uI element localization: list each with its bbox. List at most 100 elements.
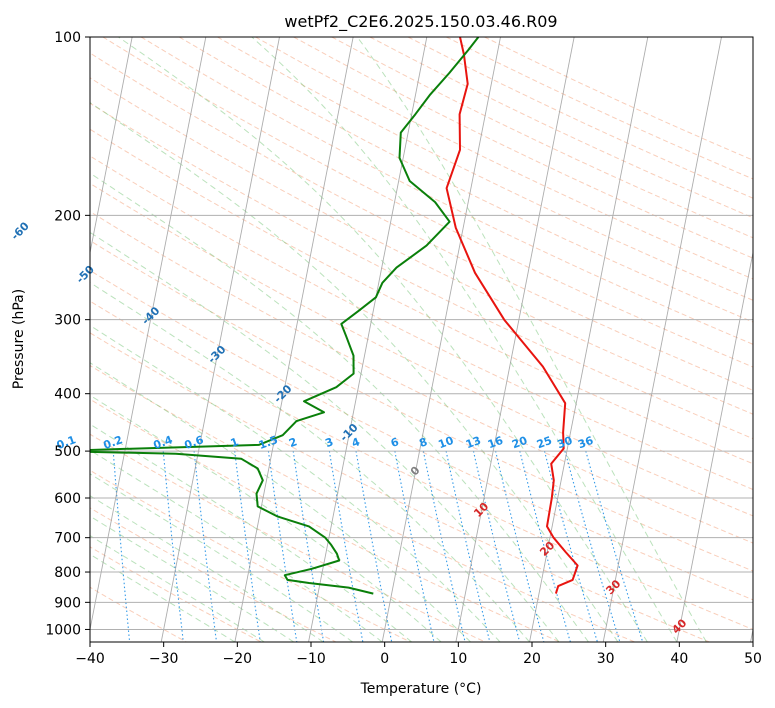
moist-adiabat (90, 473, 353, 642)
y-tick-label: 600 (54, 491, 81, 507)
mixing-ratio-line (543, 450, 598, 642)
mixing-ratio-label: 13 (464, 434, 483, 451)
dry-adiabat (90, 210, 753, 544)
plot-frame (89, 36, 754, 643)
dry-adiabat (90, 332, 710, 642)
y-tick-label: 300 (54, 313, 81, 329)
moist-adiabat (118, 37, 648, 642)
isotherm-label: 10 (471, 500, 491, 520)
dry-adiabat (178, 37, 753, 323)
dry-adiabat (90, 128, 753, 465)
dewpoint-profile (90, 37, 480, 595)
isotherm-label: -60 (9, 219, 32, 242)
dry-adiabat (90, 398, 561, 642)
isotherm-line (90, 37, 133, 255)
moist-adiabat (90, 535, 265, 642)
dry-adiabat (90, 364, 635, 642)
moist-adiabat (90, 362, 471, 642)
moist-adiabat (251, 37, 678, 642)
isotherm-label: -30 (205, 343, 228, 366)
x-axis: −40 −30 −20 −10 0 10 20 30 40 50 (75, 642, 762, 667)
x-tick-label: −20 (223, 651, 253, 667)
dry-adiabat (90, 52, 753, 391)
isotherm-line (381, 37, 501, 642)
mixing-ratio-label: 36 (576, 434, 595, 452)
mixing-ratio-line (445, 450, 491, 642)
isotherm-line (455, 37, 575, 642)
sounding-profiles (90, 37, 579, 595)
mixing-ratio-line (112, 451, 131, 642)
isotherm-line (529, 37, 649, 642)
y-axis-label: Pressure (hPa) (11, 289, 27, 389)
mixing-ratio-label: 8 (417, 435, 429, 450)
mixing-ratio-label: 16 (486, 434, 505, 452)
mixing-ratio-label: 1.5 (257, 433, 280, 452)
y-tick-label: 500 (54, 444, 81, 460)
dry-adiabat (90, 155, 753, 491)
x-tick-label: 30 (597, 651, 615, 667)
mixing-ratio-label: 25 (535, 434, 554, 451)
moist-adiabat (90, 231, 560, 642)
y-tick-label: 200 (54, 208, 81, 224)
mixing-ratio-line (162, 451, 184, 642)
mixing-ratio-line (328, 451, 364, 642)
moist-adiabat (90, 495, 324, 642)
moist-adiabat (90, 172, 589, 642)
isotherm-line (602, 37, 722, 642)
moist-adiabat (90, 449, 383, 642)
mixing-ratio-label: 3 (323, 435, 335, 450)
y-tick-label: 100 (54, 30, 81, 46)
dry-adiabat (369, 37, 753, 219)
mixing-ratio-label: 2 (287, 435, 299, 450)
dry-adiabat (90, 507, 337, 642)
mixing-ratio-label: 0.6 (183, 433, 206, 452)
isotherm-label: -50 (74, 263, 97, 286)
mixing-ratio-label: 0.4 (152, 433, 175, 452)
y-tick-label: 800 (54, 565, 81, 581)
y-tick-label: 1000 (45, 622, 81, 638)
dry-adiabat (90, 586, 187, 642)
y-tick-label: 700 (54, 531, 81, 547)
x-tick-label: 20 (523, 651, 541, 667)
moist-adiabat (356, 37, 707, 642)
y-tick-label: 400 (54, 387, 81, 403)
isotherm-label: 30 (603, 577, 623, 597)
mixing-ratio-line (495, 450, 545, 642)
x-tick-label: 50 (744, 651, 762, 667)
mixing-ratio-line (267, 451, 298, 642)
mixing-ratio-label: 1 (229, 435, 241, 450)
x-tick-label: −30 (149, 651, 179, 667)
isotherm-label: 20 (537, 539, 557, 559)
mixing-ratio-label: 30 (555, 434, 574, 452)
pressure-grid (90, 37, 753, 630)
mixing-ratio-line (564, 450, 621, 642)
dry-adiabat (407, 37, 753, 199)
mixing-ratio-line (394, 451, 435, 642)
dry-adiabat (293, 37, 753, 259)
temperature-profile (445, 37, 579, 594)
mixing-ratio-label: 4 (350, 435, 362, 450)
isotherm-label: 40 (669, 616, 689, 636)
x-tick-label: 0 (380, 651, 389, 667)
dry-adiabat (90, 433, 486, 642)
mixing-ratio-line (519, 450, 571, 642)
isotherm-label: -40 (139, 304, 162, 327)
x-tick-label: 10 (449, 651, 467, 667)
dry-adiabat (102, 37, 753, 368)
dry-adiabat (446, 37, 753, 180)
x-tick-label: 40 (670, 651, 688, 667)
mixing-ratio-line (193, 451, 218, 642)
dry-adiabat (90, 182, 753, 517)
y-tick-label: 900 (54, 595, 81, 611)
x-tick-label: −10 (296, 651, 326, 667)
mixing-ratio-label: 0.1 (55, 433, 78, 452)
dry-adiabat (90, 269, 753, 601)
isotherm-line (160, 37, 280, 642)
moist-adiabat (90, 281, 530, 642)
moist-adiabat (90, 553, 236, 642)
mixing-ratio-label: 0.2 (102, 433, 125, 452)
dry-adiabat (90, 300, 753, 630)
mixing-ratio-line (585, 450, 644, 642)
moist-adiabat (90, 101, 619, 642)
